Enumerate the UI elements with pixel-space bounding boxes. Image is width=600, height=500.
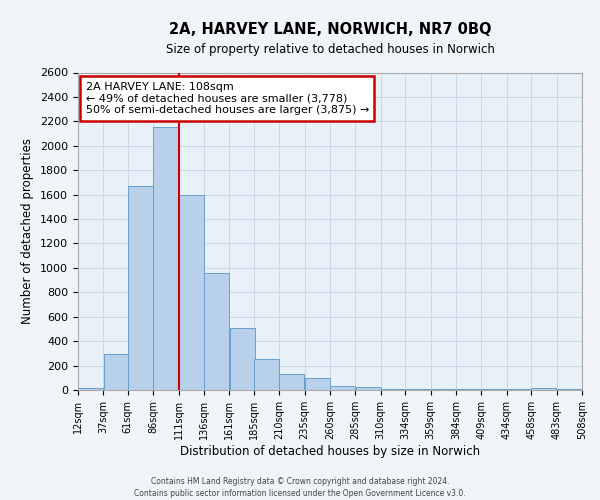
Bar xyxy=(104,354,128,390)
Bar xyxy=(128,186,153,390)
Bar xyxy=(230,328,254,390)
Bar xyxy=(305,378,330,390)
X-axis label: Distribution of detached houses by size in Norwich: Distribution of detached houses by size … xyxy=(180,444,480,458)
Bar xyxy=(154,128,178,390)
Text: 2A HARVEY LANE: 108sqm
← 49% of detached houses are smaller (3,778)
50% of semi-: 2A HARVEY LANE: 108sqm ← 49% of detached… xyxy=(86,82,369,115)
Bar xyxy=(532,388,556,390)
Text: Size of property relative to detached houses in Norwich: Size of property relative to detached ho… xyxy=(166,42,494,56)
Bar xyxy=(78,388,103,390)
Bar xyxy=(179,194,204,390)
Bar xyxy=(204,273,229,390)
Bar xyxy=(280,374,304,390)
Text: Contains HM Land Registry data © Crown copyright and database right 2024.: Contains HM Land Registry data © Crown c… xyxy=(151,478,449,486)
Text: 2A, HARVEY LANE, NORWICH, NR7 0BQ: 2A, HARVEY LANE, NORWICH, NR7 0BQ xyxy=(169,22,491,38)
Bar xyxy=(330,386,355,390)
Text: Contains public sector information licensed under the Open Government Licence v3: Contains public sector information licen… xyxy=(134,489,466,498)
Bar xyxy=(356,387,380,390)
Y-axis label: Number of detached properties: Number of detached properties xyxy=(22,138,34,324)
Bar xyxy=(254,360,279,390)
